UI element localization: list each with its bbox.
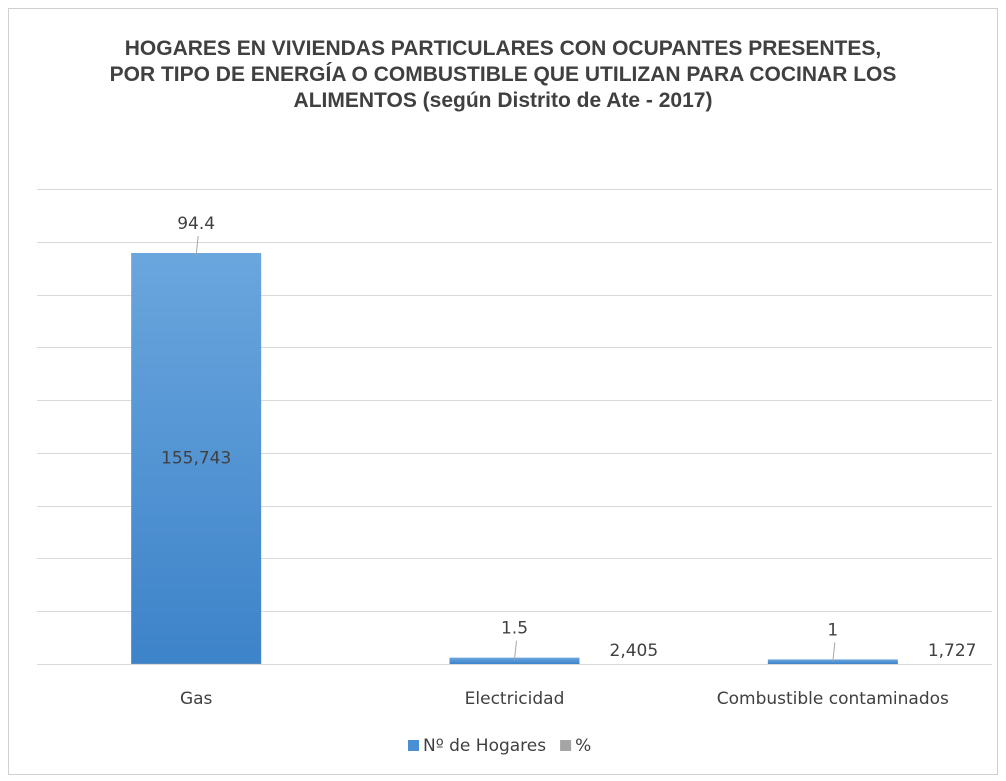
data-label: 94.4 (177, 214, 215, 234)
legend-swatch (408, 740, 419, 751)
legend-swatch (560, 740, 572, 751)
legend-label: Nº de Hogares (423, 736, 546, 756)
legend-label: % (575, 736, 591, 756)
data-label: 155,743 (161, 449, 231, 469)
bar (131, 253, 262, 664)
data-label: 1,727 (928, 641, 977, 661)
data-label: 2,405 (610, 641, 659, 661)
x-tick-label: Combustible contaminados (717, 689, 949, 709)
x-tick-label: Electricidad (465, 689, 565, 709)
data-label: 1.5 (501, 619, 528, 639)
bar (767, 659, 898, 664)
leader-line (832, 642, 836, 662)
chart-border (8, 8, 998, 775)
x-tick-label: Gas (180, 689, 213, 709)
chart-title: HOGARES EN VIVIENDAS PARTICULARES CON OC… (109, 37, 897, 112)
leader-line (514, 640, 517, 660)
leader-line (195, 235, 199, 256)
bar (449, 657, 580, 664)
data-label: 1 (827, 620, 838, 640)
